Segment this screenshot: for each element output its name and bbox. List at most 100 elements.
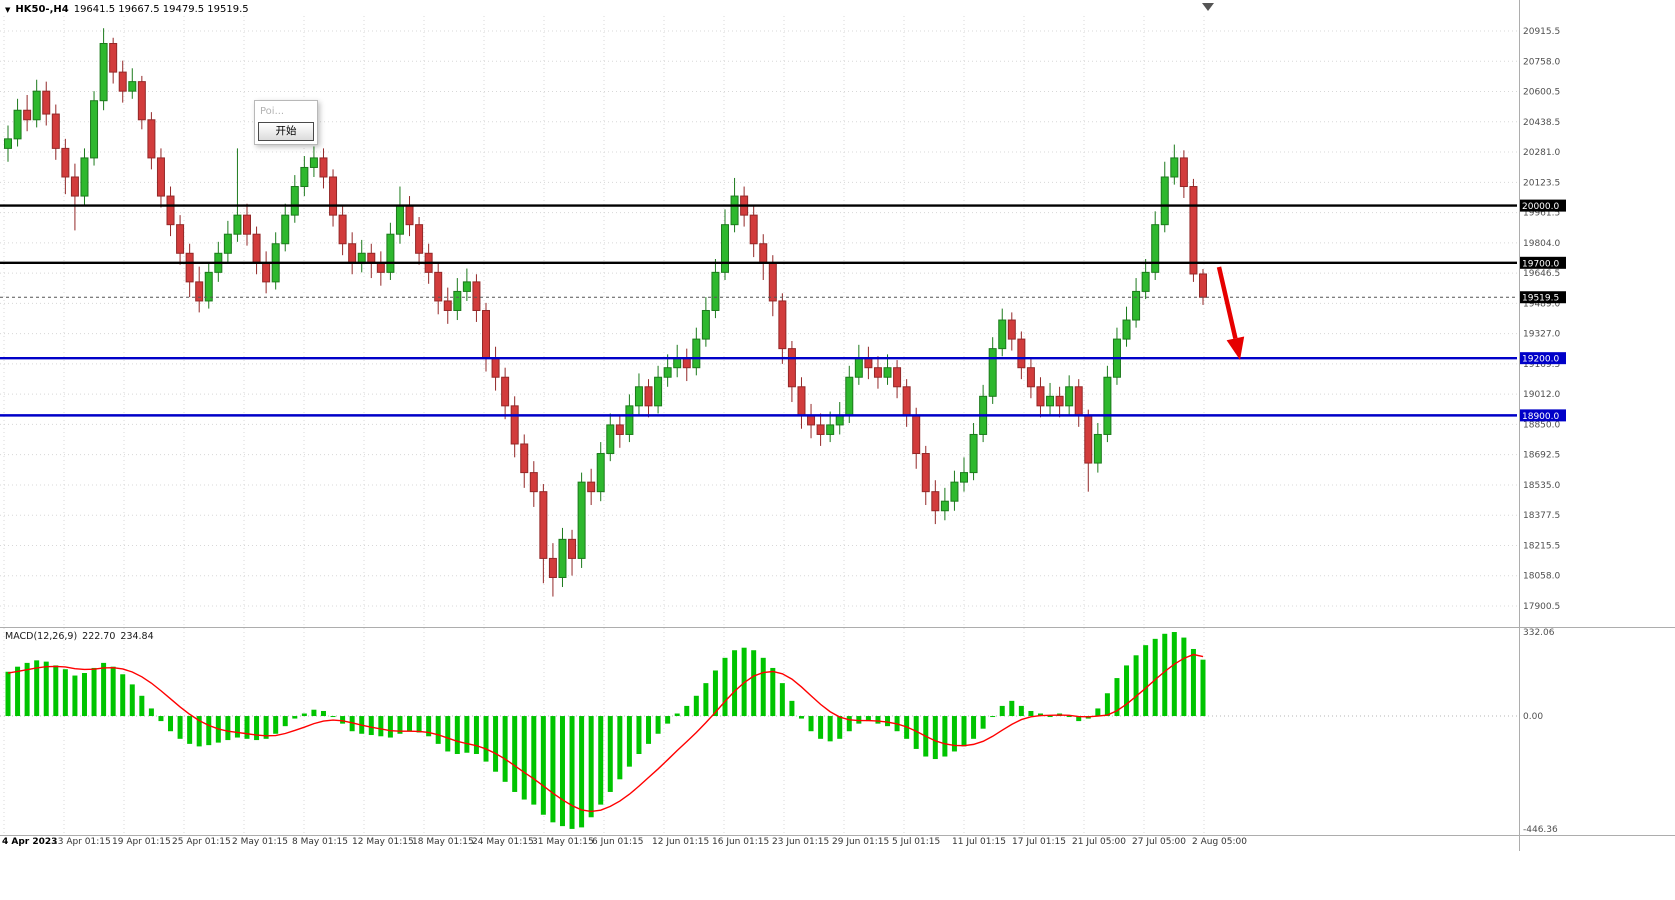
candle-body [443, 300, 452, 311]
candle-body [539, 491, 548, 559]
macd-bar [378, 716, 384, 737]
macd-bar [263, 716, 269, 739]
macd-bar [559, 716, 565, 827]
macd-bar [932, 716, 938, 760]
script-dialog[interactable]: Poi... 开始 [254, 100, 318, 145]
candle-body [663, 367, 672, 378]
macd-bar [703, 683, 709, 717]
macd-bar [72, 675, 78, 717]
candle-body [960, 472, 968, 483]
macd-bar [875, 716, 881, 724]
candle-body [510, 405, 519, 445]
macd-bar [636, 716, 642, 754]
macd-bar [722, 657, 728, 717]
candle-body [692, 338, 701, 369]
macd-bar [760, 657, 766, 717]
macd-bar [913, 716, 919, 749]
candle-body [912, 414, 921, 455]
candle-body [80, 157, 89, 197]
macd-bar [426, 716, 432, 737]
candle-body [854, 357, 863, 378]
price-axis-label: 19327.0 [1523, 330, 1560, 340]
candle-body [262, 262, 271, 283]
macd-bar [254, 716, 260, 741]
macd-bar [1104, 693, 1110, 717]
candle-body [223, 233, 232, 254]
macd-bar [1114, 678, 1120, 717]
time-axis-label: 27 Jul 05:00 [1132, 837, 1186, 847]
main-chart-canvas[interactable]: 20915.5 20758.0 20600.5 20438.5 20281.0 20123… [0, 0, 1675, 628]
macd-panel-canvas[interactable]: 332.06 0.00 -446.36 [0, 628, 1675, 836]
candle-body [826, 424, 835, 435]
macd-bar [81, 673, 87, 717]
macd-bar [196, 716, 202, 747]
macd-bar [674, 713, 680, 717]
price-axis-label: 20281.0 [1523, 148, 1560, 158]
macd-bar [1076, 716, 1082, 722]
macd-axis[interactable]: 332.06 0.00 -446.36 [1523, 628, 1558, 835]
time-axis-label: 19 Apr 01:15 [112, 837, 171, 847]
candle-body [883, 367, 892, 378]
candle-body [548, 557, 557, 578]
candle-body [147, 119, 156, 159]
candle-body [32, 90, 41, 121]
time-axis[interactable]: 4 Apr 2023 13 Apr 01:15 19 Apr 01:15 25 Apr… [0, 837, 1675, 851]
panel-separator[interactable] [0, 627, 1675, 628]
macd-bar [540, 716, 546, 815]
candles-layer [4, 28, 1207, 597]
candle-body [787, 348, 796, 388]
macd-histogram-layer [5, 632, 1206, 829]
time-axis-label: 12 Jun 01:15 [652, 837, 710, 847]
candle-body [940, 500, 949, 512]
candle-body [42, 90, 51, 115]
candle-body [434, 271, 443, 302]
price-axis-label: 17900.5 [1523, 602, 1560, 612]
candle-body [634, 386, 643, 407]
macd-bar [885, 716, 891, 727]
candle-body [300, 166, 309, 188]
price-axis[interactable]: 20915.5 20758.0 20600.5 20438.5 20281.0 20123… [1523, 27, 1560, 612]
macd-bar [1200, 659, 1206, 717]
candle-body [357, 252, 366, 264]
start-button[interactable]: 开始 [258, 122, 314, 141]
macd-bar [168, 716, 174, 732]
down-arrow-annotation[interactable] [1216, 266, 1245, 360]
candle-body [338, 214, 347, 245]
price-axis-label: 18377.5 [1523, 511, 1560, 521]
candle-body [51, 113, 60, 149]
candle-body [1046, 395, 1055, 407]
candle-body [1151, 224, 1160, 273]
macd-bar [1133, 655, 1139, 717]
symbol-dropdown-icon[interactable]: ▼ [5, 5, 11, 14]
macd-bar [846, 716, 852, 732]
price-axis-label: 19961.5 [1523, 209, 1560, 219]
macd-bar [1124, 665, 1130, 717]
macd-bar [789, 700, 795, 717]
level-lines-layer: 20000.0 19700.0 19200.0 18900.0 19519.5 [0, 199, 1566, 422]
macd-bar [330, 716, 336, 718]
time-axis-label: 31 May 01:15 [532, 837, 594, 847]
macd-bar [684, 705, 690, 717]
macd-bar [234, 716, 240, 738]
macd-bar [1018, 705, 1024, 717]
macd-bar [349, 716, 355, 732]
candle-body [329, 176, 338, 216]
candle-body [204, 271, 213, 302]
candle-body [730, 195, 739, 226]
macd-axis-label: 332.06 [1523, 628, 1555, 638]
macd-indicator-label: MACD(12,26,9) 222.70 234.84 [5, 631, 154, 642]
candle-body [61, 147, 70, 178]
time-axis-label: 8 May 01:15 [292, 837, 348, 847]
chart-shift-marker-icon[interactable] [1202, 3, 1214, 11]
macd-axis-label: 0.00 [1523, 712, 1543, 722]
macd-bar [712, 670, 718, 717]
candle-body [109, 42, 118, 73]
candle-body [176, 224, 185, 254]
candle-body [873, 367, 882, 378]
macd-bar [53, 665, 59, 717]
macd-bar [655, 716, 661, 734]
candle-body [596, 453, 605, 493]
candle-body [558, 538, 567, 578]
candle-body [1026, 367, 1035, 388]
